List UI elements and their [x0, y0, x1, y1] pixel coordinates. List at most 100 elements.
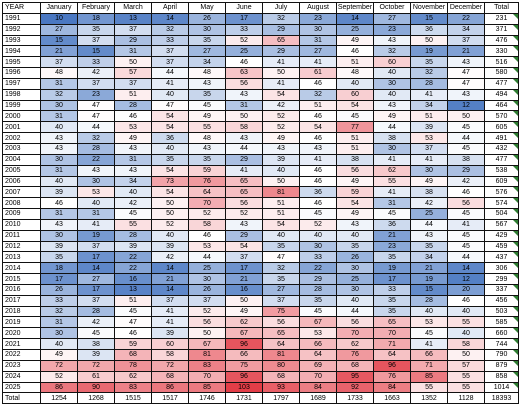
value-cell[interactable]: 83 — [188, 359, 226, 372]
value-cell[interactable]: 45 — [447, 240, 485, 253]
value-cell[interactable]: 23 — [373, 23, 411, 36]
value-cell[interactable]: 47 — [77, 99, 115, 112]
value-cell[interactable]: 46 — [299, 110, 337, 123]
value-cell[interactable]: 45 — [188, 99, 226, 112]
value-cell[interactable]: 62 — [114, 370, 152, 383]
value-cell[interactable]: 62 — [225, 316, 263, 329]
value-cell[interactable]: 54 — [225, 240, 263, 253]
value-cell[interactable]: 16 — [114, 273, 152, 285]
value-cell[interactable]: 37 — [77, 34, 115, 47]
value-cell[interactable]: 18 — [40, 262, 78, 275]
value-cell[interactable]: 56 — [336, 164, 374, 177]
value-cell[interactable]: 80 — [262, 359, 300, 372]
value-cell[interactable]: 60 — [373, 56, 411, 69]
value-cell[interactable]: 23 — [77, 88, 115, 101]
value-cell[interactable]: 45 — [410, 327, 448, 340]
value-cell[interactable]: 72 — [151, 359, 189, 372]
row-total-cell[interactable]: 494 — [484, 88, 519, 101]
value-cell[interactable]: 19 — [373, 262, 411, 275]
value-cell[interactable]: 44 — [447, 251, 485, 264]
value-cell[interactable]: 34 — [410, 99, 448, 112]
value-cell[interactable]: 37 — [262, 294, 300, 307]
year-cell[interactable]: 2000 — [2, 110, 41, 123]
value-cell[interactable]: 52 — [40, 370, 78, 383]
value-cell[interactable]: 41 — [151, 305, 189, 318]
year-cell[interactable]: 2015 — [2, 273, 41, 285]
value-cell[interactable]: 27 — [188, 45, 226, 58]
value-cell[interactable]: 51 — [299, 99, 337, 112]
value-cell[interactable]: 59 — [188, 164, 226, 177]
value-cell[interactable]: 62 — [373, 164, 411, 177]
row-total-cell[interactable]: 516 — [484, 56, 519, 69]
value-cell[interactable]: 85 — [188, 381, 226, 394]
value-cell[interactable]: 49 — [40, 349, 78, 361]
value-cell[interactable]: 43 — [447, 88, 485, 101]
row-total-cell[interactable]: 299 — [484, 273, 519, 285]
value-cell[interactable]: 51 — [410, 110, 448, 123]
row-total-cell[interactable]: 503 — [484, 305, 519, 318]
value-cell[interactable]: 12 — [447, 99, 485, 112]
month-column-header[interactable]: October — [373, 2, 411, 14]
row-total-cell[interactable]: 432 — [484, 142, 519, 155]
value-cell[interactable]: 46 — [114, 110, 152, 123]
value-cell[interactable]: 41 — [373, 186, 411, 199]
value-cell[interactable]: 55 — [447, 381, 485, 394]
value-cell[interactable]: 38 — [447, 153, 485, 166]
value-cell[interactable]: 69 — [299, 359, 337, 372]
row-total-cell[interactable]: 476 — [484, 34, 519, 47]
value-cell[interactable]: 96 — [225, 338, 263, 350]
value-cell[interactable]: 44 — [336, 305, 374, 318]
value-cell[interactable]: 40 — [410, 305, 448, 318]
value-cell[interactable]: 43 — [225, 218, 263, 231]
value-cell[interactable]: 46 — [447, 294, 485, 307]
value-cell[interactable]: 31 — [40, 316, 78, 329]
row-total-cell[interactable]: 437 — [484, 251, 519, 264]
value-cell[interactable]: 30 — [336, 262, 374, 275]
value-cell[interactable]: 37 — [77, 240, 115, 253]
row-total-cell[interactable]: 580 — [484, 67, 519, 79]
value-cell[interactable]: 15 — [410, 283, 448, 296]
year-cell[interactable]: 1996 — [2, 67, 41, 79]
value-cell[interactable]: 25 — [225, 45, 263, 58]
value-cell[interactable]: 51 — [114, 88, 152, 101]
value-cell[interactable]: 55 — [410, 381, 448, 394]
row-total-cell[interactable]: 459 — [484, 240, 519, 253]
month-column-header[interactable]: May — [188, 2, 226, 14]
value-cell[interactable]: 40 — [151, 88, 189, 101]
value-cell[interactable]: 23 — [299, 12, 337, 25]
value-cell[interactable]: 92 — [336, 381, 374, 394]
row-total-cell[interactable]: 330 — [484, 45, 519, 58]
value-cell[interactable]: 37 — [151, 294, 189, 307]
value-cell[interactable]: 18 — [77, 12, 115, 25]
total-column-header[interactable]: Total — [484, 2, 519, 14]
value-cell[interactable]: 33 — [151, 34, 189, 47]
row-total-cell[interactable]: 879 — [484, 359, 519, 372]
value-cell[interactable]: 30 — [373, 77, 411, 90]
value-cell[interactable]: 39 — [151, 240, 189, 253]
value-cell[interactable]: 37 — [40, 56, 78, 69]
value-cell[interactable]: 20 — [447, 283, 485, 296]
value-cell[interactable]: 16 — [225, 283, 263, 296]
year-cell[interactable]: 1995 — [2, 56, 41, 69]
row-total-cell[interactable]: 574 — [484, 197, 519, 210]
month-column-header[interactable]: March — [114, 2, 152, 14]
value-cell[interactable]: 57 — [114, 67, 152, 79]
value-cell[interactable]: 64 — [262, 338, 300, 350]
value-cell[interactable]: 41 — [262, 77, 300, 90]
row-total-cell[interactable]: 371 — [484, 23, 519, 36]
value-cell[interactable]: 41 — [299, 153, 337, 166]
value-cell[interactable]: 43 — [225, 132, 263, 144]
value-cell[interactable]: 53 — [114, 121, 152, 134]
value-cell[interactable]: 41 — [447, 218, 485, 231]
value-cell[interactable]: 26 — [188, 12, 226, 25]
column-total-cell[interactable]: 1731 — [225, 392, 263, 405]
value-cell[interactable]: 37 — [410, 142, 448, 155]
value-cell[interactable]: 37 — [77, 294, 115, 307]
value-cell[interactable]: 68 — [336, 359, 374, 372]
value-cell[interactable]: 54 — [151, 121, 189, 134]
value-cell[interactable]: 33 — [299, 251, 337, 264]
value-cell[interactable]: 14 — [336, 12, 374, 25]
year-column-header[interactable]: YEAR — [2, 2, 41, 14]
value-cell[interactable]: 65 — [262, 327, 300, 340]
value-cell[interactable]: 66 — [225, 349, 263, 361]
